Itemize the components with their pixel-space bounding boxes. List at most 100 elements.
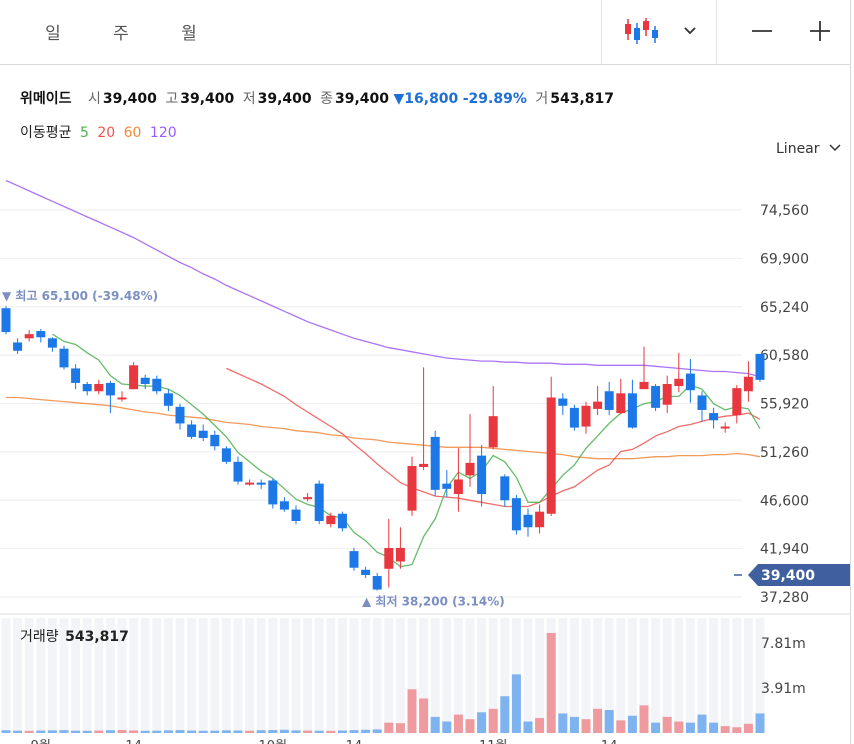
volume-column-bg xyxy=(105,618,115,733)
top-toolbar: 일 주 월 xyxy=(0,0,850,65)
chart-type-dropdown[interactable] xyxy=(676,14,704,48)
volume-column-bg xyxy=(627,618,637,733)
candle-body xyxy=(221,448,231,462)
tab-month[interactable]: 월 xyxy=(156,12,222,50)
candle-body xyxy=(187,424,197,437)
volume-column-bg xyxy=(685,618,695,733)
candle-body xyxy=(639,381,649,390)
volume-column-bg xyxy=(395,618,405,733)
volume-bar xyxy=(129,730,139,733)
volume-title-value: 543,817 xyxy=(65,629,129,645)
tab-week[interactable]: 주 xyxy=(88,12,154,50)
candle-body xyxy=(94,383,104,392)
volume-column-bg xyxy=(187,618,197,733)
tab-day[interactable]: 일 xyxy=(20,12,86,50)
ma-120: 120 xyxy=(149,125,177,141)
volume-bar xyxy=(593,708,603,733)
candle-body xyxy=(709,413,719,421)
low-value: 39,400 xyxy=(257,91,312,107)
y-tick-label: 60,580 xyxy=(760,348,809,364)
volume-column-bg xyxy=(593,618,603,733)
scale-mode-select[interactable]: Linear xyxy=(776,141,842,157)
ma-20: 20 xyxy=(97,125,116,141)
volume-title-label: 거래량 xyxy=(20,629,59,645)
tab-week-label: 주 xyxy=(113,23,129,44)
x-tick-label: 10월 xyxy=(259,739,288,744)
moving-average-legend[interactable]: 이동평균 5 20 60 120 xyxy=(20,122,181,142)
volume-bar xyxy=(442,721,452,733)
zoom-out-button[interactable] xyxy=(744,14,780,48)
volume-bar xyxy=(720,726,730,733)
candle-body xyxy=(697,395,707,410)
x-tick-label: 14 xyxy=(125,739,142,744)
volume-column-bg xyxy=(662,618,672,733)
volume-column-bg xyxy=(361,618,371,733)
volume-bar xyxy=(210,730,220,733)
volume-column-bg xyxy=(349,618,359,733)
candle-body xyxy=(117,397,127,400)
volume-bar xyxy=(117,730,127,733)
volume-column-bg xyxy=(245,618,255,733)
volume-bar xyxy=(349,730,359,733)
ma-5: 5 xyxy=(79,125,89,141)
candle-body xyxy=(651,386,661,408)
volume-column-bg xyxy=(604,618,614,733)
volume-column-bg xyxy=(442,618,452,733)
volume-bar xyxy=(24,730,34,733)
volume-column-bg xyxy=(720,618,730,733)
volume-bar xyxy=(697,714,707,733)
volume-bar xyxy=(36,730,46,733)
volume-bar xyxy=(651,722,661,733)
volume-column-bg xyxy=(221,618,231,733)
volume-bar xyxy=(395,723,405,733)
candle-body xyxy=(233,461,243,482)
ma60-line xyxy=(6,396,761,460)
volume-bar xyxy=(465,719,475,733)
candle-body xyxy=(256,482,266,485)
candle-body xyxy=(720,426,730,429)
volume-bar xyxy=(291,730,301,733)
volume-column-bg xyxy=(651,618,661,733)
plus-icon xyxy=(810,21,830,41)
volume-bar xyxy=(477,712,487,733)
volume-column-bg xyxy=(117,618,127,733)
volume-bar xyxy=(639,705,649,733)
volume-bar xyxy=(558,713,568,733)
change-arrow-icon: ▼ xyxy=(393,91,405,107)
volume-column-bg xyxy=(523,618,533,733)
zoom-in-button[interactable] xyxy=(802,14,838,48)
volume-bar xyxy=(256,730,266,733)
candlestick-icon xyxy=(625,18,658,44)
candle-body xyxy=(82,383,92,392)
candle-body xyxy=(546,397,556,514)
candle-body xyxy=(604,391,614,410)
stock-name: 위메이드 xyxy=(20,91,72,107)
candle-body xyxy=(442,483,452,489)
volume-bar xyxy=(488,708,498,733)
max-price-annotation: ▼ 최고 65,100 (-39.48%) xyxy=(2,288,158,303)
candle-body xyxy=(268,480,278,505)
volume-column-bg xyxy=(140,618,150,733)
volume-column-bg xyxy=(1,618,11,733)
candle-body xyxy=(465,462,475,476)
volume-bar xyxy=(279,729,289,733)
volume-bar xyxy=(303,730,313,733)
volume-bar xyxy=(453,714,463,733)
candle-body xyxy=(140,377,150,384)
volume-column-bg xyxy=(407,618,417,733)
volume-column-bg xyxy=(488,618,498,733)
candle-body xyxy=(326,515,336,525)
volume-bar xyxy=(616,720,626,733)
volume-column-bg xyxy=(500,618,510,733)
volume-column-bg xyxy=(743,618,753,733)
candle-body xyxy=(523,514,533,528)
volume-bar xyxy=(709,722,719,733)
candle-body xyxy=(732,388,742,416)
chart-type-button[interactable] xyxy=(616,14,666,48)
candle-body xyxy=(314,483,324,522)
volume-bar xyxy=(384,722,394,733)
y-tick-label: 74,560 xyxy=(760,203,809,219)
x-tick-label: 9월 xyxy=(31,739,51,744)
candle-body xyxy=(419,463,429,468)
